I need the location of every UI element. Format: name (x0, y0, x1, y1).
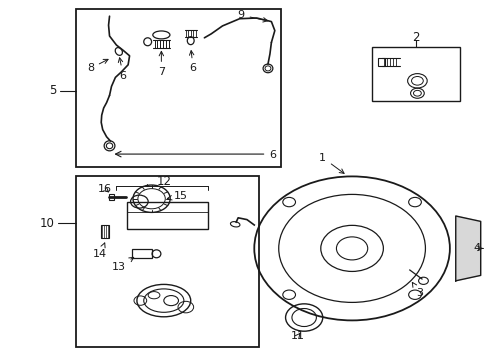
Bar (101, 225, 109, 238)
Bar (377, 58, 384, 66)
Text: 6: 6 (189, 51, 196, 73)
Text: 6: 6 (269, 150, 276, 160)
Text: 13: 13 (112, 257, 133, 272)
Text: 9: 9 (237, 10, 267, 22)
Text: 15: 15 (167, 191, 187, 201)
Text: 5: 5 (49, 84, 57, 97)
Bar (109, 194, 114, 200)
Text: 10: 10 (40, 217, 54, 230)
Bar (76, 9, 281, 167)
Text: 2: 2 (411, 31, 419, 44)
Text: 6: 6 (118, 58, 126, 81)
Text: 4: 4 (472, 243, 482, 253)
Text: 16: 16 (98, 184, 112, 194)
Text: 7: 7 (158, 51, 164, 77)
Text: 11: 11 (291, 330, 305, 341)
Polygon shape (455, 216, 480, 281)
Bar (132, 249, 151, 258)
Bar (127, 202, 207, 229)
Text: 8: 8 (87, 59, 108, 73)
Text: 12: 12 (156, 175, 171, 188)
Text: 14: 14 (93, 243, 107, 259)
Text: 3: 3 (411, 283, 422, 298)
Bar (76, 176, 259, 347)
Bar (371, 47, 459, 101)
Text: 1: 1 (319, 153, 344, 174)
